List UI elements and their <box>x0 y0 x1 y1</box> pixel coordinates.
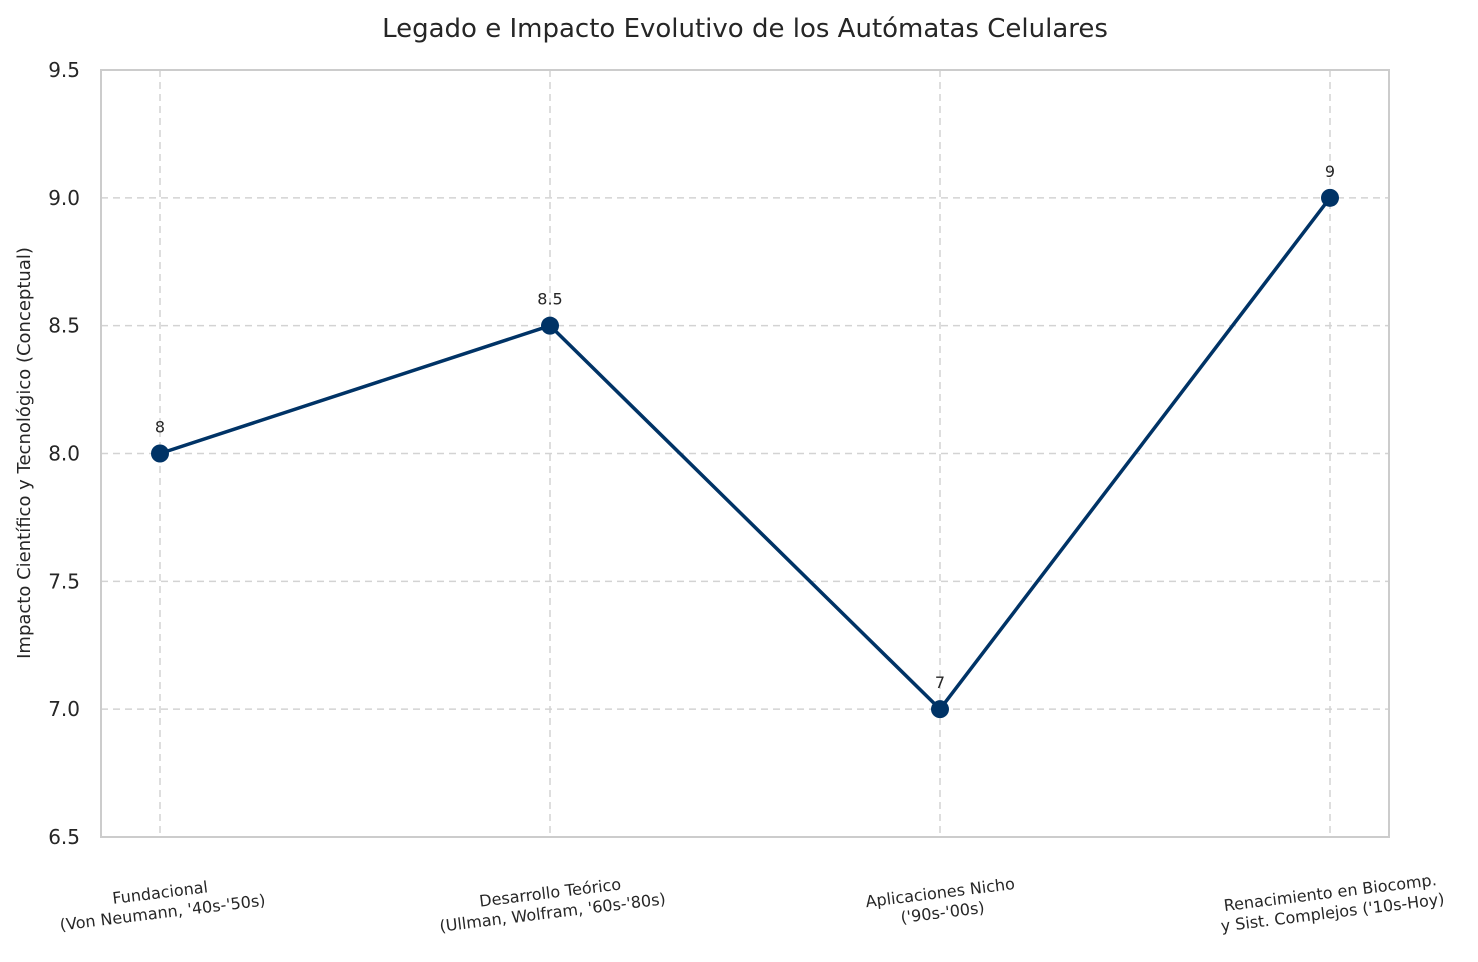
y-axis-ticks: 6.5 7.0 7.5 8.0 8.5 9.0 9.5 <box>48 58 80 849</box>
data-label: 9 <box>1325 162 1335 181</box>
x-tick-label: Aplicaciones Nicho('90s-'00s) <box>864 874 1018 931</box>
grid-layer <box>101 70 1389 837</box>
y-tick-label: 9.5 <box>48 58 80 82</box>
y-axis-label: Impacto Científico y Tecnológico (Concep… <box>14 247 35 659</box>
data-point <box>931 700 949 719</box>
series-line <box>159 196 1332 711</box>
y-tick-label: 7.0 <box>48 697 80 721</box>
data-point <box>151 444 169 463</box>
y-tick-label: 9.0 <box>48 186 80 210</box>
y-tick-label: 6.5 <box>48 825 80 849</box>
y-tick-label: 7.5 <box>48 569 80 593</box>
data-point <box>541 316 559 335</box>
x-tick-label: Renacimiento en Biocomp.y Sist. Complejo… <box>1217 869 1445 935</box>
chart-title: Legado e Impacto Evolutivo de los Autóma… <box>382 14 1108 44</box>
data-label: 7 <box>935 673 945 692</box>
series-layer: 8 8.5 7 9 <box>151 162 1339 719</box>
x-tick-label: Desarrollo Teórico(Ullman, Wolfram, '60s… <box>436 869 667 935</box>
x-tick-label: Fundacional(Von Neumann, '40s-'50s) <box>56 871 266 935</box>
data-point <box>1321 188 1339 207</box>
y-tick-label: 8.0 <box>48 442 80 466</box>
plot-frame <box>100 69 1390 838</box>
y-tick-label: 8.5 <box>48 314 80 338</box>
data-label: 8.5 <box>537 290 562 309</box>
x-axis-ticks: Fundacional(Von Neumann, '40s-'50s) Desar… <box>56 869 1446 936</box>
data-label: 8 <box>155 418 165 437</box>
